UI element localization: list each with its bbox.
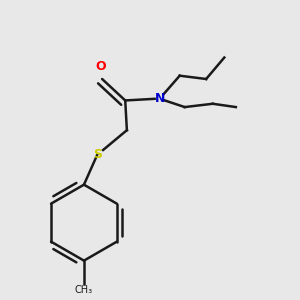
Text: N: N [155,92,165,105]
Text: CH₃: CH₃ [75,285,93,296]
Text: O: O [95,60,106,73]
Text: S: S [93,148,102,161]
